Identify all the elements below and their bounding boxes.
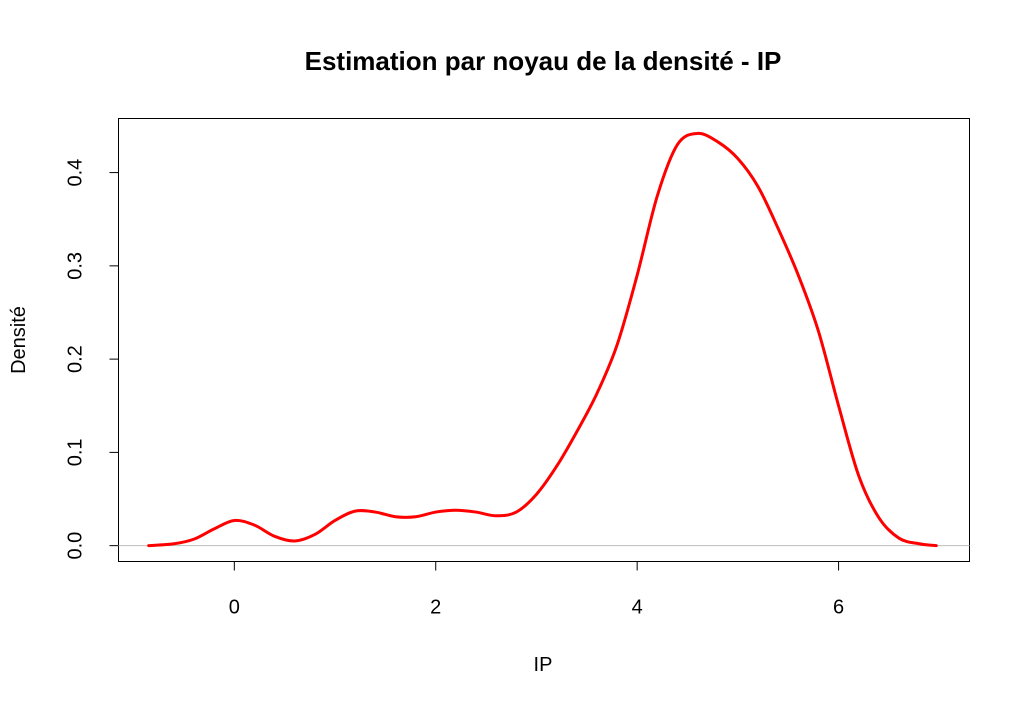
x-tick-label: 0 [229,597,240,619]
y-tick-label: 0.3 [65,252,87,280]
y-tick-label: 0.2 [65,345,87,373]
y-tick-label: 0.4 [65,159,87,187]
density-curve [147,131,938,548]
y-axis: 0.0 0.1 0.2 0.3 0.4 [65,159,119,560]
y-tick-label: 0.0 [65,532,87,560]
y-tick-label: 0.1 [65,438,87,466]
x-axis-label: IP [534,654,553,676]
x-tick-label: 2 [430,597,441,619]
x-tick-label: 6 [833,597,844,619]
y-axis-label: Densité [8,306,30,374]
x-tick-label: 4 [632,597,643,619]
chart-title: Estimation par noyau de la densité - IP [305,46,782,76]
plot-frame [118,118,970,562]
x-axis: 0 2 4 6 [229,561,844,619]
